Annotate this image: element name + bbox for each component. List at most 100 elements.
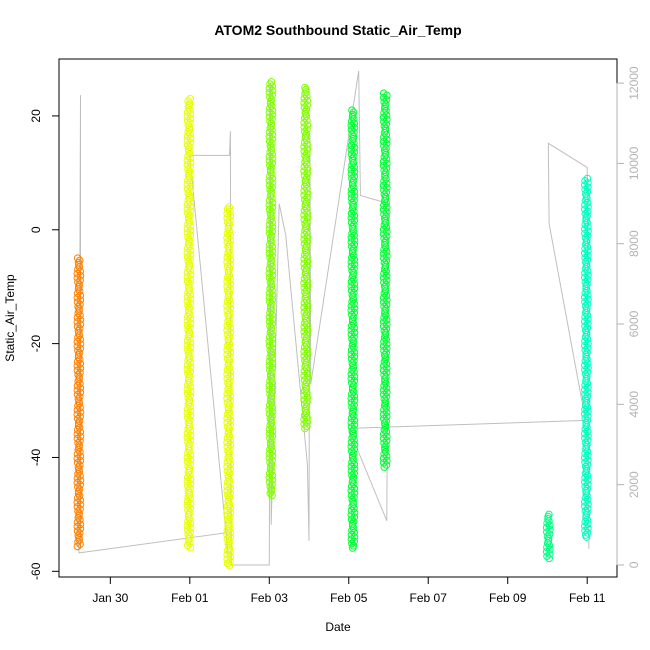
data-point — [380, 450, 388, 458]
data-point — [225, 407, 233, 416]
data-point — [266, 192, 275, 200]
data-point — [184, 469, 193, 477]
data-point — [382, 404, 390, 412]
data-point — [225, 432, 234, 440]
data-point — [348, 526, 356, 535]
data-point — [184, 152, 192, 160]
data-point — [350, 344, 358, 352]
data-point — [349, 159, 358, 167]
data-point — [583, 403, 592, 412]
data-point — [185, 286, 194, 295]
data-point — [223, 559, 232, 568]
y-axis-left: -60 -40 -20 0 20 — [29, 109, 60, 580]
data-point — [76, 448, 84, 456]
series-1-column-1 — [223, 203, 235, 570]
data-point — [184, 288, 192, 297]
data-point — [303, 228, 311, 237]
data-point — [75, 423, 84, 432]
data-point — [226, 319, 234, 328]
data-point — [185, 378, 194, 387]
series-0 — [73, 254, 85, 551]
data-point — [184, 493, 192, 501]
data-point — [348, 434, 356, 442]
data-point — [382, 379, 390, 388]
data-point — [303, 297, 311, 305]
data-point — [348, 341, 357, 350]
data-point — [186, 130, 194, 138]
data-point — [74, 333, 82, 342]
series-5-column-0 — [581, 174, 592, 541]
data-point — [581, 469, 590, 478]
y-tick-label: 20 — [29, 109, 43, 123]
data-point — [225, 227, 234, 235]
data-point — [380, 153, 389, 161]
data-point — [266, 124, 275, 132]
data-point — [380, 265, 389, 274]
data-point — [302, 112, 311, 120]
data-point — [581, 493, 590, 502]
data-point — [224, 317, 232, 326]
data-point — [303, 92, 311, 101]
y2-tick-label: 2000 — [627, 471, 641, 498]
data-point — [266, 260, 275, 269]
data-point — [349, 115, 358, 123]
data-point — [75, 355, 84, 364]
data-point — [382, 461, 391, 469]
y-axis-label: Static_Air_Temp — [3, 274, 17, 362]
data-point — [583, 447, 592, 456]
data-point — [582, 445, 590, 453]
data-point — [581, 357, 590, 365]
secondary-line-layer — [78, 70, 590, 566]
series-4-column-0 — [542, 510, 554, 563]
data-point — [348, 253, 356, 262]
data-point — [266, 328, 275, 337]
data-point — [302, 341, 311, 349]
y-tick-label: -40 — [29, 448, 43, 466]
data-point — [582, 377, 590, 385]
data-point — [74, 309, 82, 318]
data-point — [268, 287, 276, 295]
data-point — [184, 517, 192, 526]
data-point — [224, 249, 232, 257]
data-point — [266, 80, 274, 88]
data-point — [349, 388, 358, 396]
data-point — [545, 517, 553, 525]
data-point — [74, 401, 82, 410]
data-point — [184, 400, 193, 409]
data-point — [267, 170, 276, 178]
data-point — [223, 273, 232, 282]
data-point — [73, 542, 82, 551]
data-point — [349, 456, 358, 464]
data-point — [266, 240, 274, 249]
data-point — [350, 436, 358, 445]
data-point — [302, 409, 311, 417]
chart-title: ATOM2 Southbound Static_Air_Temp — [214, 22, 461, 38]
data-point — [381, 219, 390, 227]
data-point — [225, 295, 234, 304]
y2-tick-label: 6000 — [627, 310, 641, 337]
x-tick-label: Jan 30 — [92, 591, 128, 605]
data-point — [583, 528, 592, 537]
data-point — [380, 333, 389, 342]
data-point — [581, 401, 590, 409]
data-point — [380, 382, 388, 390]
data-point — [185, 515, 194, 523]
y2-tick-label: 4000 — [627, 391, 641, 418]
data-point — [350, 275, 358, 284]
data-point — [266, 353, 275, 361]
series-3-column-1 — [379, 89, 391, 472]
data-point — [225, 500, 234, 508]
data-point — [225, 524, 234, 533]
series-2-column-1 — [300, 83, 312, 433]
data-point — [184, 220, 192, 228]
data-point — [582, 240, 590, 249]
data-point — [186, 334, 194, 343]
data-point — [225, 476, 233, 484]
series-0-column-0 — [73, 254, 85, 551]
data-point — [184, 356, 192, 365]
data-point — [224, 522, 232, 530]
data-point — [350, 412, 358, 420]
data-point — [380, 426, 389, 434]
data-point — [268, 262, 276, 271]
y2-tick-label: 10000 — [627, 146, 641, 180]
